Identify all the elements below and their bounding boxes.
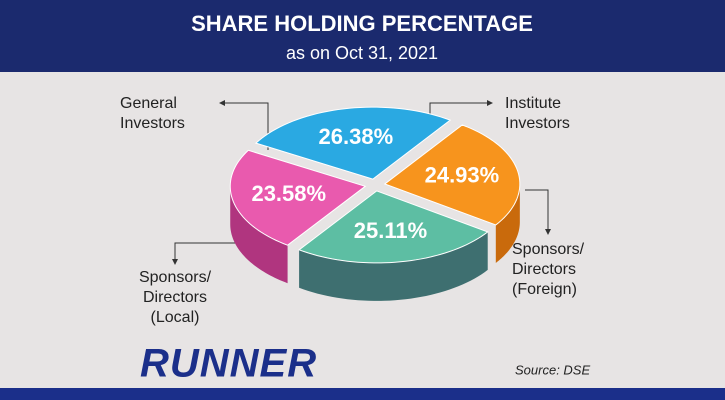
category-label: Sponsors/ Directors (Local) <box>138 269 212 326</box>
leader-line <box>172 242 258 265</box>
slice-side <box>299 231 488 301</box>
source: Source: DSE <box>515 362 590 377</box>
slice-side <box>495 183 520 263</box>
leader-line <box>525 189 551 235</box>
slice <box>229 149 367 246</box>
logo: RUNNER <box>140 342 317 386</box>
value-label: 25.11% <box>354 218 427 243</box>
category-label: General Investors <box>120 95 185 132</box>
value-label: 26.38% <box>319 124 394 149</box>
chart-subtitle: as on Oct 31, 2021 <box>286 43 438 63</box>
value-label: 23.58% <box>251 181 326 206</box>
footer-band <box>0 388 725 400</box>
header-band <box>0 0 725 72</box>
category-label: Sponsors/ Directors (Foreign) <box>512 241 585 298</box>
pie: 26.38% 24.93% 25.11% 23.58% <box>229 106 521 301</box>
slice <box>298 190 489 264</box>
value-label: 24.93% <box>425 162 500 187</box>
category-label: Institute Investors <box>505 95 570 132</box>
slice <box>383 124 521 226</box>
slice-side <box>230 186 288 284</box>
chart-title: SHARE HOLDING PERCENTAGE <box>191 11 533 36</box>
slice <box>254 106 452 180</box>
